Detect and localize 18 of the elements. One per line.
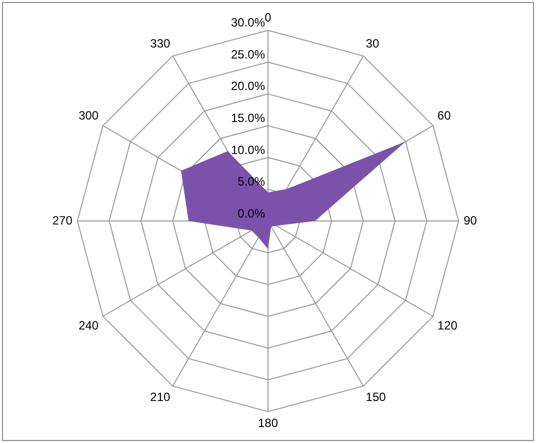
y-tick-label: 0.0% [238,206,266,220]
y-tick-label: 25.0% [230,47,266,62]
spoke-label: 0 [264,10,272,25]
spoke-label: 90 [464,213,478,228]
spoke-label: 210 [150,390,171,404]
spoke-label: 150 [366,390,386,404]
y-tick-label: 30.0% [230,16,266,30]
spoke-label: 120 [437,318,458,332]
spoke-label: 300 [78,108,99,122]
spoke-label: 330 [150,36,171,51]
spoke-label: 60 [437,108,452,122]
y-tick-label: 10.0% [230,142,266,157]
spoke-label: 30 [366,36,380,51]
spoke-label: 270 [52,213,73,228]
spoke-label: 240 [78,318,99,332]
y-tick-label: 15.0% [230,111,266,126]
y-tick-label: 20.0% [230,79,266,94]
spoke-label: 180 [258,416,278,430]
